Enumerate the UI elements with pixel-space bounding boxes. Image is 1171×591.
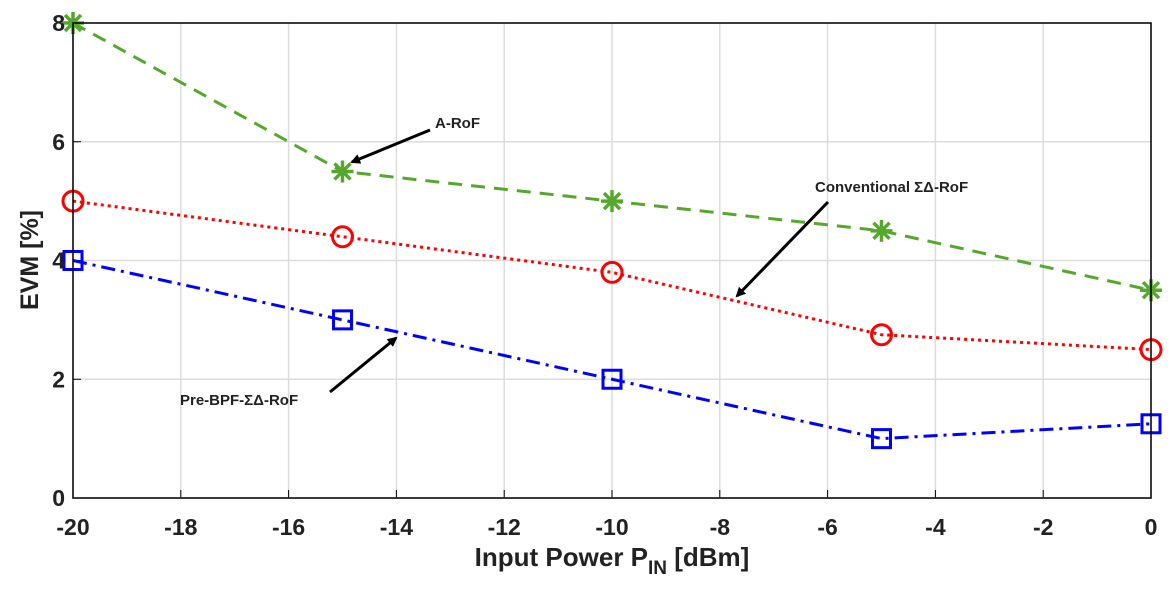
x-tick-label: -10: [595, 514, 628, 540]
annotation-arrow: [329, 336, 398, 394]
plot-frame: [72, 22, 1152, 499]
annotation-arrow: [735, 200, 830, 298]
marker: [332, 309, 353, 331]
marker: [870, 323, 893, 347]
y-tick-label: 2: [52, 366, 65, 392]
annotation: Pre-BPF-ΣΔ-RoF: [180, 392, 298, 409]
series-line: [72, 199, 1152, 352]
y-tick-label: 6: [52, 129, 65, 155]
grid: [72, 22, 1152, 499]
x-tick-label: -8: [710, 514, 731, 540]
series-line: [72, 259, 1152, 441]
y-axis-label: EVM [%]: [16, 210, 44, 310]
marker: [601, 368, 623, 390]
marker: [870, 219, 893, 242]
marker: [331, 225, 354, 249]
annotation: Conventional ΣΔ-RoF: [815, 179, 968, 196]
x-tick-label: -6: [817, 514, 837, 540]
x-tick-label: -14: [380, 514, 413, 540]
annotation-arrow: [350, 128, 431, 164]
y-tick-label: 0: [52, 485, 65, 511]
marker: [601, 190, 623, 213]
marker: [600, 260, 624, 284]
x-axis-label-unit: [dBm]: [667, 542, 749, 572]
x-tick-label: -4: [925, 514, 946, 540]
x-tick-label: -2: [1033, 514, 1053, 540]
marker: [871, 428, 892, 450]
x-axis-label-sub: IN: [648, 558, 667, 579]
marker: [331, 160, 354, 183]
x-tick-label: -18: [164, 514, 197, 540]
y-tick-label: 4: [52, 248, 65, 274]
x-tick-label: -16: [272, 514, 305, 540]
annotation: A-RoF: [435, 115, 480, 132]
x-axis-label-main: Input Power P: [475, 542, 648, 572]
x-tick-label: 0: [1145, 514, 1158, 540]
x-tick-label: -20: [56, 514, 89, 540]
x-tick-label: -12: [488, 514, 521, 540]
y-tick-label: 8: [52, 10, 65, 36]
x-axis-label: Input Power PIN [dBm]: [475, 542, 750, 579]
